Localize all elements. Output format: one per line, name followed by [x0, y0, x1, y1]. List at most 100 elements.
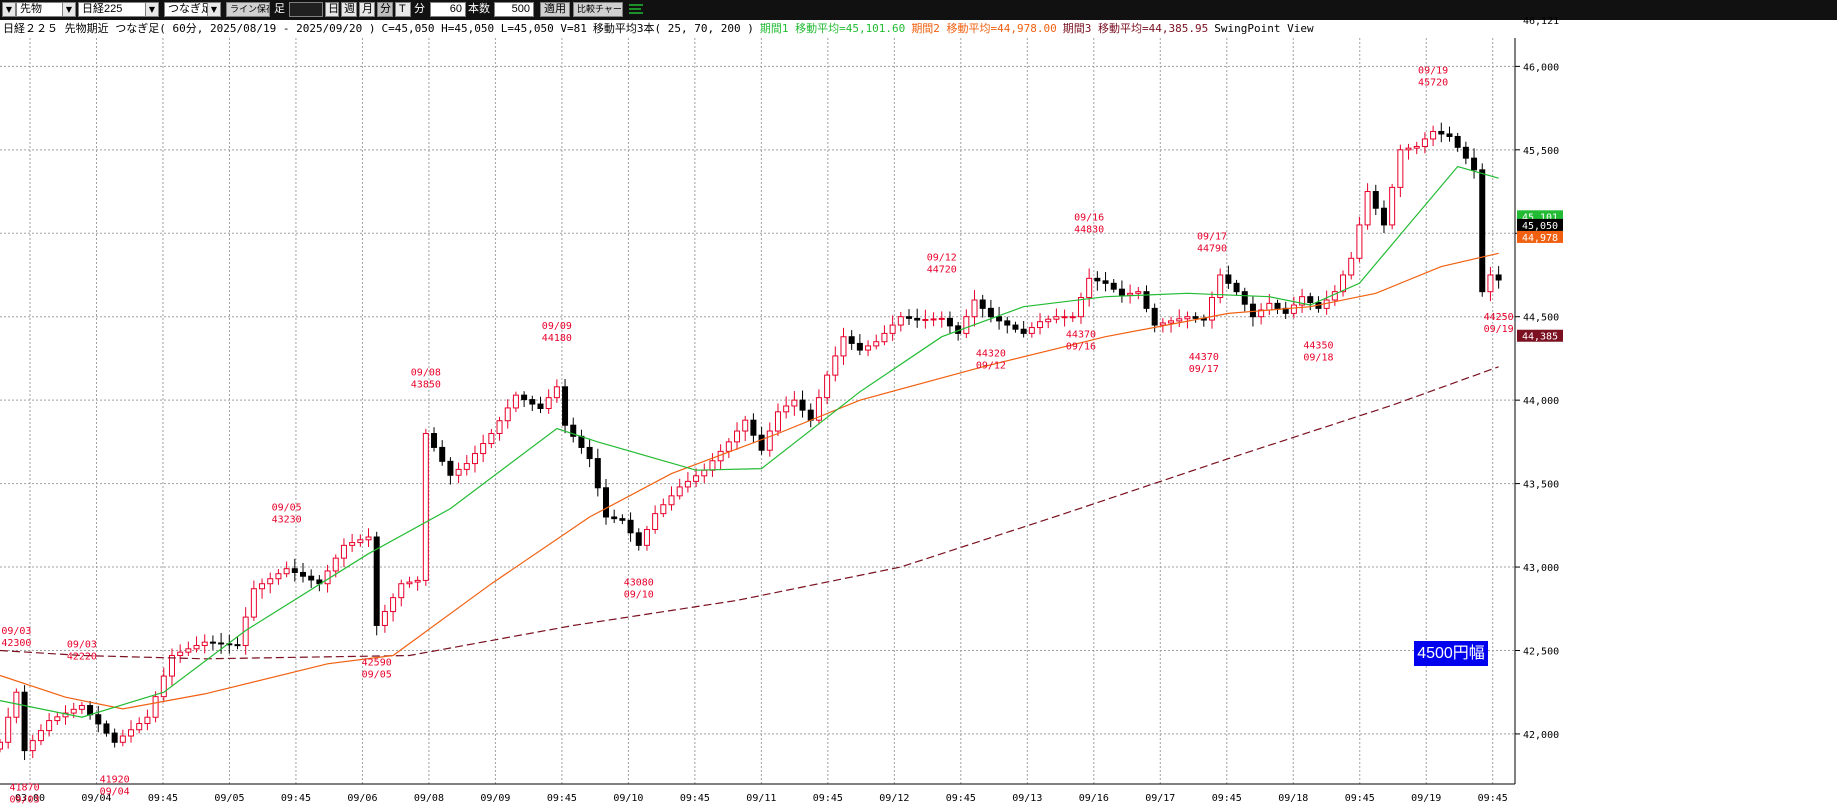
chart-info-bar: 日経２２５ 先物期近 つなぎ足( 60分, 2025/08/19 - 2025/…	[0, 20, 1837, 38]
x-tick-label: 09:45	[946, 793, 976, 804]
chevron-down-icon[interactable]: ▼	[2, 2, 16, 17]
toolbar: ▼ 先物 ▼ 日経225 ▼ つなぎ足 ▼ ライン保存 足 日 週 月 分 T …	[0, 0, 1837, 20]
candle-body	[848, 336, 855, 344]
apply-button[interactable]: 適用	[540, 2, 570, 17]
candle-body	[766, 430, 773, 451]
x-tick-label: 09:45	[680, 793, 710, 804]
x-tick-label: 09/17	[1145, 793, 1175, 804]
ma3-value-tag-bg	[1517, 329, 1563, 342]
candle-body	[578, 435, 585, 448]
period-week-button[interactable]: 週	[341, 2, 357, 17]
candle-body	[193, 644, 200, 650]
candle-body	[906, 316, 912, 319]
candle-body	[1340, 274, 1347, 293]
swing-high-price: 43230	[272, 515, 302, 526]
candle-body	[930, 318, 937, 321]
candle-body	[218, 642, 225, 645]
candle-body	[62, 712, 69, 718]
candle-body	[1413, 145, 1420, 149]
x-tick-label: 09:45	[281, 793, 311, 804]
candle-body	[635, 532, 642, 546]
minutes-input[interactable]: 60	[430, 2, 466, 17]
candle-body	[545, 397, 552, 409]
price-range-badge: 4500円幅	[1414, 641, 1488, 666]
candle-body	[422, 433, 429, 581]
candle-body	[70, 708, 77, 714]
last-price-tag-bg	[1517, 218, 1563, 231]
candle-body	[1290, 304, 1297, 314]
period-month-button[interactable]: 月	[359, 2, 375, 17]
symbol-select[interactable]: 日経225	[78, 2, 146, 17]
ma3-line	[0, 366, 1499, 660]
market-select[interactable]: 先物	[16, 2, 66, 17]
candle-body	[1372, 191, 1379, 209]
candle-body	[111, 732, 118, 743]
candle-body	[521, 394, 528, 401]
candle-body	[1028, 327, 1035, 334]
candle-body	[1274, 302, 1281, 309]
candle-body	[1102, 280, 1109, 284]
x-tick-label: 09/08	[414, 793, 444, 804]
line-save-button[interactable]: ライン保存	[226, 2, 270, 17]
candle-body	[1323, 299, 1330, 309]
candle-body	[1020, 328, 1027, 334]
candle-body	[1495, 274, 1502, 281]
view-mode: SwingPoint View	[1214, 22, 1314, 35]
period-day-button[interactable]: 日	[325, 2, 339, 17]
color-swatch[interactable]	[289, 2, 323, 17]
period-minute-button[interactable]: 分	[377, 2, 393, 17]
candle-body	[1249, 303, 1256, 318]
candle-body	[226, 643, 233, 646]
candle-body	[46, 720, 53, 732]
chevron-down-icon[interactable]: ▼	[145, 2, 159, 17]
indicator-menu-icon[interactable]	[628, 3, 644, 17]
ma2-value-tag: 44,978	[1522, 233, 1558, 244]
swing-low-price: 44350	[1303, 340, 1333, 351]
swing-low-price: 44250	[1484, 312, 1514, 323]
candle-body	[1430, 130, 1437, 140]
candle-body	[1127, 292, 1134, 296]
candle-body	[529, 399, 536, 405]
chevron-down-icon[interactable]: ▼	[207, 2, 221, 17]
candle-body	[1135, 291, 1142, 294]
candle-body	[791, 399, 798, 407]
bars-input[interactable]: 500	[494, 2, 534, 17]
swing-low-date: 09/19	[1484, 324, 1514, 335]
candle-body	[619, 518, 626, 521]
candle-body	[799, 399, 806, 411]
candle-body	[562, 386, 569, 426]
candle-body	[1356, 224, 1363, 259]
candle-body	[455, 468, 462, 476]
candle-body	[717, 450, 724, 462]
candle-body	[308, 575, 315, 581]
swing-low-date: 09/16	[1066, 342, 1096, 353]
swing-low-price: 44320	[976, 349, 1006, 360]
compare-chart-button[interactable]: 比較チャート	[573, 2, 623, 17]
bars-label: 本数	[468, 3, 490, 15]
candle-body	[324, 570, 331, 585]
candle-body	[390, 597, 397, 613]
candle-body	[1282, 307, 1289, 314]
candle-body	[275, 573, 282, 580]
candle-body	[979, 299, 986, 309]
candle-body	[1061, 316, 1068, 319]
candle-body	[209, 641, 216, 644]
x-tick-label: 09:45	[1212, 793, 1242, 804]
swing-low-price: 41920	[100, 774, 130, 785]
last-price-tag: 45,050	[1522, 221, 1558, 232]
candle-body	[1397, 149, 1404, 188]
ma1-value-tag-bg	[1517, 210, 1563, 223]
period-tick-button[interactable]: T	[395, 2, 411, 17]
candle-body	[13, 691, 20, 718]
candle-body	[570, 424, 577, 437]
ma2-readout: 期間2 移動平均=44,978.00	[911, 22, 1057, 35]
candle-body	[914, 317, 921, 321]
bar-type-select[interactable]: つなぎ足	[164, 2, 208, 17]
swing-high-date: 09/08	[411, 368, 441, 379]
x-tick-label: 09/13	[1012, 793, 1042, 804]
chevron-down-icon[interactable]: ▼	[62, 2, 76, 17]
candle-body	[881, 332, 888, 343]
candle-body	[1118, 288, 1125, 296]
candle-body	[1168, 320, 1175, 324]
